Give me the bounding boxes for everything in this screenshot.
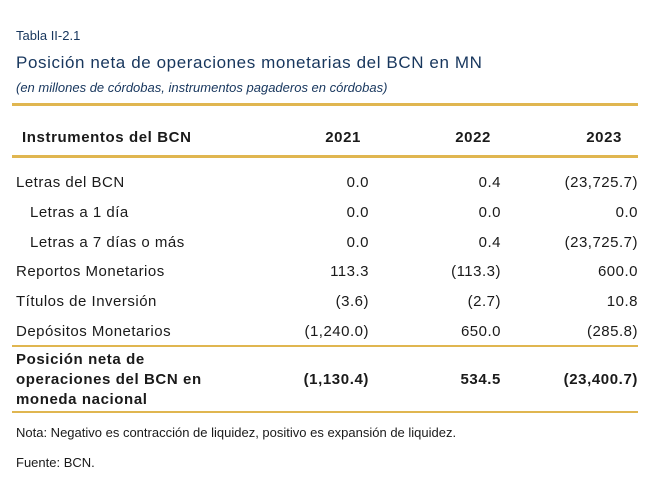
total-2021: (1,130.4) — [303, 371, 369, 388]
top-divider — [12, 103, 638, 106]
total-label: Posición neta de operaciones del BCN en … — [12, 349, 250, 411]
row-label: Letras del BCN — [16, 174, 125, 192]
value-2023: (23,725.7) — [564, 174, 638, 192]
table-row: Títulos de Inversión (3.6) (2.7) 10.8 — [12, 287, 638, 317]
table-row: Letras del BCN 0.0 0.4 (23,725.7) — [12, 168, 638, 198]
table-total: Posición neta de operaciones del BCN en … — [12, 349, 638, 411]
value-2023: 600.0 — [597, 263, 638, 281]
table-row: Reportos Monetarios 113.3 (113.3) 600.0 — [12, 257, 638, 287]
total-2022: 534.5 — [460, 371, 501, 388]
value-2022: 650.0 — [460, 322, 501, 340]
column-header-instrument: Instrumentos del BCN — [22, 128, 192, 146]
value-2022: 0.4 — [478, 233, 501, 251]
value-2022: (113.3) — [451, 263, 501, 281]
row-label: Títulos de Inversión — [16, 293, 157, 311]
column-header-2021: 2021 — [325, 128, 361, 146]
total-label-line-3: moneda nacional — [16, 391, 148, 408]
table-note: Nota: Negativo es contracción de liquide… — [16, 425, 457, 440]
row-label: Letras a 7 días o más — [30, 233, 185, 251]
table-label: Tabla II-2.1 — [16, 28, 81, 43]
value-2023: (23,725.7) — [564, 233, 638, 251]
total-2023: (23,400.7) — [563, 371, 638, 388]
row-label: Depósitos Monetarios — [16, 322, 172, 340]
value-2022: 0.4 — [478, 174, 501, 192]
value-2023: 0.0 — [615, 204, 638, 222]
value-2021: 0.0 — [346, 204, 369, 222]
value-2023: 10.8 — [606, 293, 638, 311]
header-divider — [12, 155, 638, 158]
total-row: Posición neta de operaciones del BCN en … — [12, 349, 638, 411]
column-header-2022: 2022 — [455, 128, 491, 146]
table-header: Instrumentos del BCN 2021 2022 2023 — [12, 120, 638, 154]
value-2021: 0.0 — [346, 174, 369, 192]
table-row: Depósitos Monetarios (1,240.0) 650.0 (28… — [12, 316, 638, 346]
value-2023: (285.8) — [586, 322, 638, 340]
table-source: Fuente: BCN. — [16, 455, 95, 470]
table-row: Letras a 1 día 0.0 0.0 0.0 — [12, 198, 638, 228]
value-2022: 0.0 — [478, 204, 501, 222]
table-title: Posición neta de operaciones monetarias … — [16, 53, 483, 72]
total-divider — [12, 345, 638, 347]
total-label-line-2: operaciones del BCN en — [16, 371, 202, 388]
table-body: Letras del BCN 0.0 0.4 (23,725.7) Letras… — [12, 168, 638, 346]
value-2021: (1,240.0) — [304, 322, 369, 340]
row-label: Letras a 1 día — [30, 204, 129, 222]
row-label: Reportos Monetarios — [16, 263, 165, 281]
total-label-line-1: Posición neta de — [16, 351, 145, 368]
value-2021: 0.0 — [346, 233, 369, 251]
value-2021: (3.6) — [335, 293, 369, 311]
column-header-2023: 2023 — [586, 128, 622, 146]
bottom-divider — [12, 411, 638, 413]
table-row: Letras a 7 días o más 0.0 0.4 (23,725.7) — [12, 227, 638, 257]
value-2021: 113.3 — [330, 263, 369, 281]
table-subtitle: (en millones de córdobas, instrumentos p… — [16, 80, 388, 95]
value-2022: (2.7) — [467, 293, 501, 311]
